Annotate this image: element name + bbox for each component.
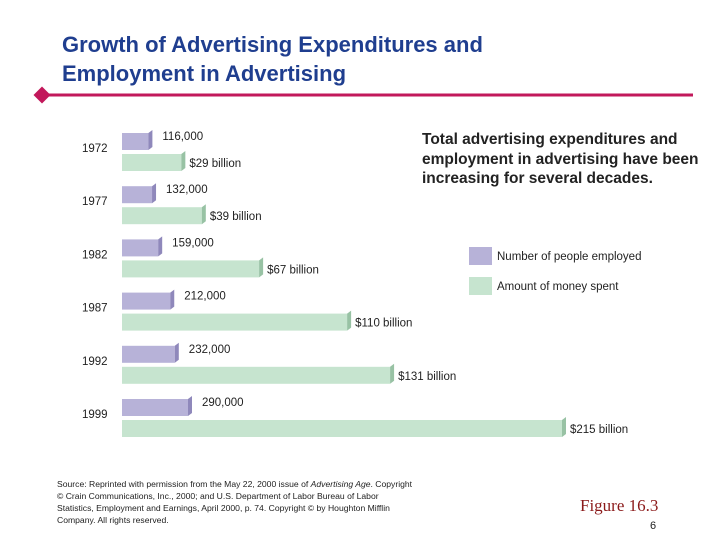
bar-side (174, 342, 179, 363)
figure-label: Figure 16.3 (580, 496, 659, 515)
legend-swatch (469, 247, 492, 265)
bar (122, 154, 182, 171)
bar-side (158, 236, 163, 257)
bar-side (259, 257, 264, 278)
source-note: Source: Reprinted with permission from t… (57, 478, 417, 526)
bar (122, 345, 175, 363)
bar (122, 420, 562, 437)
bar (122, 133, 149, 150)
bar (122, 239, 159, 257)
source-text: . Copyright © Crain Communications, Inc.… (57, 479, 413, 525)
source-text: Source: Reprinted with permission from t… (57, 479, 311, 489)
legend-swatch (469, 277, 492, 295)
bar-side (201, 204, 206, 225)
value-label: 159,000 (172, 237, 214, 249)
value-label: $67 billion (267, 264, 319, 276)
category-label: 1987 (82, 303, 108, 315)
bar-side (181, 151, 186, 171)
value-label: 232,000 (189, 344, 231, 356)
rule-diamond (33, 86, 51, 104)
bar (122, 313, 348, 331)
bar (122, 207, 202, 225)
bar-side (562, 417, 566, 437)
value-label: 290,000 (202, 397, 244, 409)
value-label: $110 billion (355, 318, 412, 330)
description: Total advertising expenditures and emplo… (422, 131, 699, 187)
legend-label: Amount of money spent (497, 281, 619, 293)
value-label: $29 billion (189, 158, 241, 170)
legend-label: Number of people employed (497, 251, 641, 263)
title-line: Employment in Advertising (62, 61, 347, 86)
category-label: 1999 (82, 409, 108, 421)
bar-side (188, 396, 192, 416)
bar (122, 399, 188, 416)
value-label: 116,000 (162, 131, 203, 143)
bar-side (152, 183, 157, 204)
bar (122, 186, 153, 204)
bar-side (390, 363, 395, 384)
title-line: Growth of Advertising Expenditures and (62, 32, 483, 57)
page-number: 6 (650, 520, 657, 532)
value-label: $215 billion (570, 424, 628, 436)
bar-side (347, 310, 352, 331)
category-label: 1982 (82, 249, 108, 261)
bar-side (170, 289, 175, 310)
value-label: 132,000 (166, 184, 208, 196)
bar (122, 292, 171, 310)
bar (122, 260, 260, 278)
value-label: $39 billion (210, 211, 262, 223)
value-label: $131 billion (398, 371, 456, 383)
bar-side (148, 130, 153, 150)
category-label: 1992 (82, 356, 108, 368)
value-label: 212,000 (184, 291, 226, 303)
category-label: 1977 (82, 196, 108, 208)
source-italic: Advertising Age (310, 479, 371, 489)
title: Growth of Advertising Expenditures and E… (62, 30, 483, 88)
bar (122, 366, 391, 384)
category-label: 1972 (82, 143, 108, 155)
